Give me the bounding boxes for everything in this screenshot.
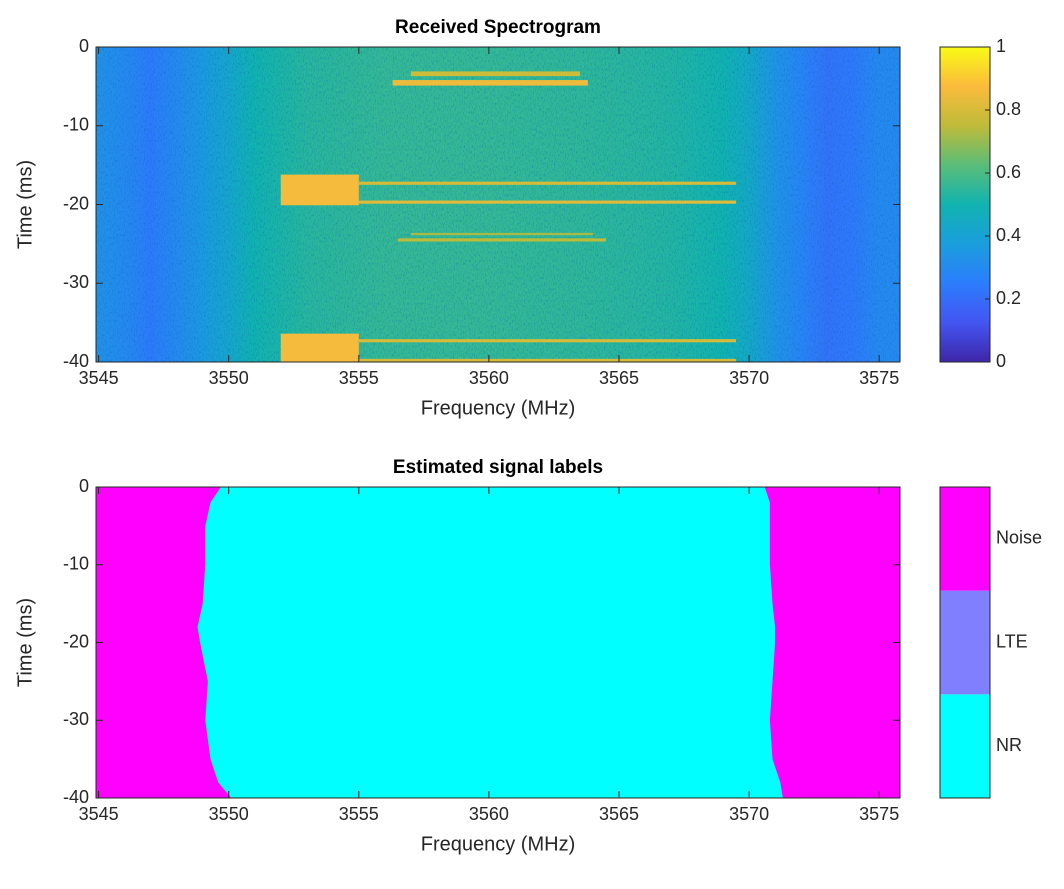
- colorbar-label: NR: [996, 735, 1022, 755]
- colorbar-tick-label: 0.2: [996, 288, 1021, 308]
- y-tick-label: -10: [63, 115, 89, 135]
- chart-title: Estimated signal labels: [393, 457, 603, 478]
- x-tick-label: 3545: [79, 804, 119, 824]
- x-tick-label: 3575: [859, 804, 899, 824]
- y-tick-label: -20: [63, 631, 89, 651]
- y-tick-label: -30: [63, 272, 89, 292]
- burst: [358, 339, 737, 343]
- nr-region: [197, 487, 783, 798]
- x-tick-label: 3550: [209, 804, 249, 824]
- texture: [96, 47, 900, 362]
- y-tick-label: -10: [63, 554, 89, 574]
- colorbar-label: Noise: [996, 528, 1042, 548]
- colorbar-tick-label: 0.6: [996, 162, 1021, 182]
- burst: [397, 238, 606, 242]
- x-tick-label: 3555: [339, 804, 379, 824]
- x-tick-label: 3565: [599, 804, 639, 824]
- plot-area: [96, 47, 900, 362]
- colorbar-tick-label: 0.8: [996, 99, 1021, 119]
- y-tick-label: 0: [79, 476, 89, 496]
- colorbar-frame: [939, 486, 991, 799]
- y-tick-label: 0: [79, 36, 89, 56]
- colorbar-tick-label: 0: [996, 351, 1006, 371]
- chart-title: Received Spectrogram: [395, 17, 601, 38]
- x-tick-label: 3545: [79, 368, 119, 388]
- burst: [358, 181, 737, 185]
- y-axis-label: Time (ms): [14, 160, 36, 249]
- burst: [280, 333, 359, 362]
- x-tick-label: 3555: [339, 368, 379, 388]
- x-tick-label: 3570: [729, 804, 769, 824]
- colorbar-tick-label: 1: [996, 36, 1006, 56]
- colorbar-label: LTE: [996, 631, 1028, 651]
- x-tick-label: 3565: [599, 368, 639, 388]
- x-axis-label: Frequency (MHz): [421, 833, 575, 855]
- y-tick-label: -40: [63, 351, 89, 371]
- colorbar: [939, 46, 991, 363]
- y-tick-label: -30: [63, 709, 89, 729]
- colorbar-swatch: [940, 487, 990, 591]
- plot-area: [96, 487, 900, 798]
- y-axis-label: Time (ms): [14, 598, 36, 687]
- x-tick-label: 3550: [209, 368, 249, 388]
- y-tick-label: -20: [63, 193, 89, 213]
- burst: [410, 232, 593, 236]
- colorbar-tick-label: 0.4: [996, 225, 1021, 245]
- x-tick-label: 3575: [859, 368, 899, 388]
- colorbar-swatch: [940, 590, 990, 695]
- x-axis-label: Frequency (MHz): [421, 397, 575, 419]
- y-tick-label: -40: [63, 787, 89, 807]
- x-tick-label: 3570: [729, 368, 769, 388]
- burst: [280, 174, 359, 206]
- x-tick-label: 3560: [469, 804, 509, 824]
- colorbar-swatch: [940, 694, 990, 798]
- burst: [392, 80, 588, 86]
- burst: [410, 71, 580, 77]
- x-tick-label: 3560: [469, 368, 509, 388]
- burst: [358, 200, 737, 204]
- burst: [358, 358, 737, 362]
